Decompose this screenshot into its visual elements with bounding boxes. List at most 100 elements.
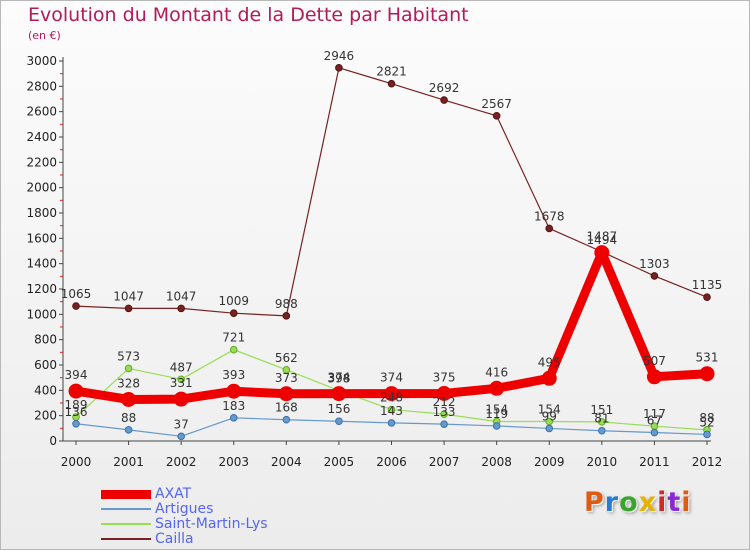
data-point (229, 414, 238, 422)
data-label: 183 (222, 399, 245, 413)
data-point (121, 391, 137, 407)
legend-label: AXAT (155, 486, 192, 502)
data-point (229, 345, 238, 354)
data-label: 189 (65, 398, 88, 412)
data-label: 331 (170, 376, 193, 390)
legend-swatch (101, 523, 151, 525)
y-tick-label: 400 (34, 383, 57, 397)
data-point (278, 386, 294, 402)
x-tick-label: 2006 (376, 455, 407, 469)
x-tick-label: 2000 (61, 455, 92, 469)
legend-swatch (101, 508, 151, 510)
x-tick-label: 2002 (166, 455, 197, 469)
logo-letter: o (619, 487, 639, 518)
data-label: 2821 (376, 65, 407, 79)
y-tick-label: 1800 (26, 206, 57, 220)
y-tick-label: 2800 (26, 79, 57, 93)
x-tick-label: 2008 (481, 455, 512, 469)
data-point (124, 364, 133, 373)
data-point (68, 383, 84, 399)
data-label: 573 (117, 349, 140, 363)
legend-swatch (101, 490, 151, 499)
data-point (229, 309, 238, 317)
x-tick-label: 2012 (692, 455, 723, 469)
data-label: 99 (542, 409, 557, 423)
data-point (177, 432, 185, 441)
data-label: 52 (699, 415, 714, 429)
data-point (384, 386, 399, 402)
data-label: 531 (696, 351, 719, 365)
data-point (387, 79, 396, 88)
data-point (335, 417, 343, 426)
data-label: 2946 (324, 49, 355, 63)
data-label: 375 (433, 371, 456, 385)
legend-label: Saint-Martin-Lys (155, 516, 268, 532)
data-point (440, 420, 448, 428)
logo-letter: i (657, 487, 668, 518)
y-tick-label: 2600 (26, 105, 57, 119)
y-tick-label: 600 (34, 358, 57, 372)
data-label: 154 (485, 402, 508, 416)
data-point (72, 419, 80, 428)
data-point (545, 424, 554, 433)
data-label: 1487 (587, 230, 618, 244)
logo-letter: x (638, 487, 658, 518)
data-label: 1494 (587, 233, 618, 247)
x-tick-label: 2011 (639, 455, 670, 469)
data-label: 2567 (481, 97, 512, 111)
legend-label: Cailla (155, 531, 194, 547)
data-label: 416 (485, 365, 508, 379)
data-label: 328 (117, 376, 140, 390)
data-label: 1303 (639, 257, 670, 271)
data-point (177, 304, 185, 313)
data-point (282, 312, 291, 320)
data-label: 88 (699, 411, 714, 425)
y-tick-label: 0 (49, 434, 57, 448)
legend-item: Artigues (101, 501, 361, 517)
logo-letter: P (584, 487, 605, 518)
x-tick-label: 2007 (429, 455, 460, 469)
data-label: 212 (433, 395, 456, 409)
data-label: 1047 (166, 289, 197, 303)
data-label: 988 (275, 297, 298, 311)
data-label: 398 (327, 372, 350, 386)
data-label: 143 (380, 404, 403, 418)
data-point (226, 383, 242, 399)
data-label: 88 (121, 411, 136, 425)
data-label: 2692 (429, 81, 460, 95)
x-tick-label: 2009 (534, 455, 565, 469)
data-label: 1009 (218, 294, 249, 308)
legend-item: Saint-Martin-Lys (101, 516, 361, 532)
data-label: 374 (327, 371, 350, 385)
data-label: 1678 (534, 209, 565, 223)
legend-item: AXAT (101, 486, 361, 502)
data-point (387, 419, 396, 427)
data-point (124, 426, 133, 434)
data-label: 721 (222, 331, 245, 345)
y-tick-label: 3000 (26, 54, 57, 68)
data-label: 154 (538, 402, 561, 416)
data-label: 562 (275, 351, 298, 365)
data-point (282, 415, 291, 424)
data-point (72, 302, 80, 310)
data-point (650, 272, 659, 280)
data-label: 1135 (692, 278, 723, 292)
data-label: 495 (538, 355, 561, 369)
data-label: 67 (647, 414, 662, 428)
x-tick-label: 2010 (587, 455, 618, 469)
data-point (282, 366, 291, 374)
data-label: 487 (170, 360, 193, 374)
logo-letter: i (681, 487, 692, 518)
data-point (387, 405, 396, 414)
data-point (440, 96, 448, 104)
data-point (331, 386, 347, 402)
logo-letter: r (604, 487, 620, 518)
legend-item: Cailla (101, 531, 361, 547)
x-tick-label: 2003 (218, 455, 249, 469)
data-point (335, 64, 343, 72)
data-label: 374 (380, 371, 403, 385)
data-point (489, 380, 505, 396)
data-point (124, 304, 133, 313)
